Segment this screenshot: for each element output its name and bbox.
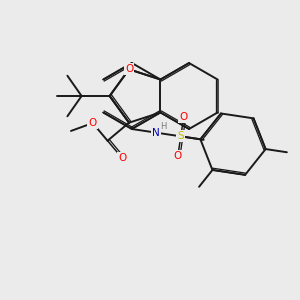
Text: O: O — [174, 151, 182, 161]
Text: O: O — [88, 118, 97, 128]
Text: O: O — [180, 112, 188, 122]
Text: O: O — [125, 64, 133, 74]
Text: S: S — [178, 131, 184, 141]
Text: N: N — [152, 128, 160, 138]
Text: O: O — [118, 153, 127, 164]
Text: H: H — [160, 122, 166, 130]
